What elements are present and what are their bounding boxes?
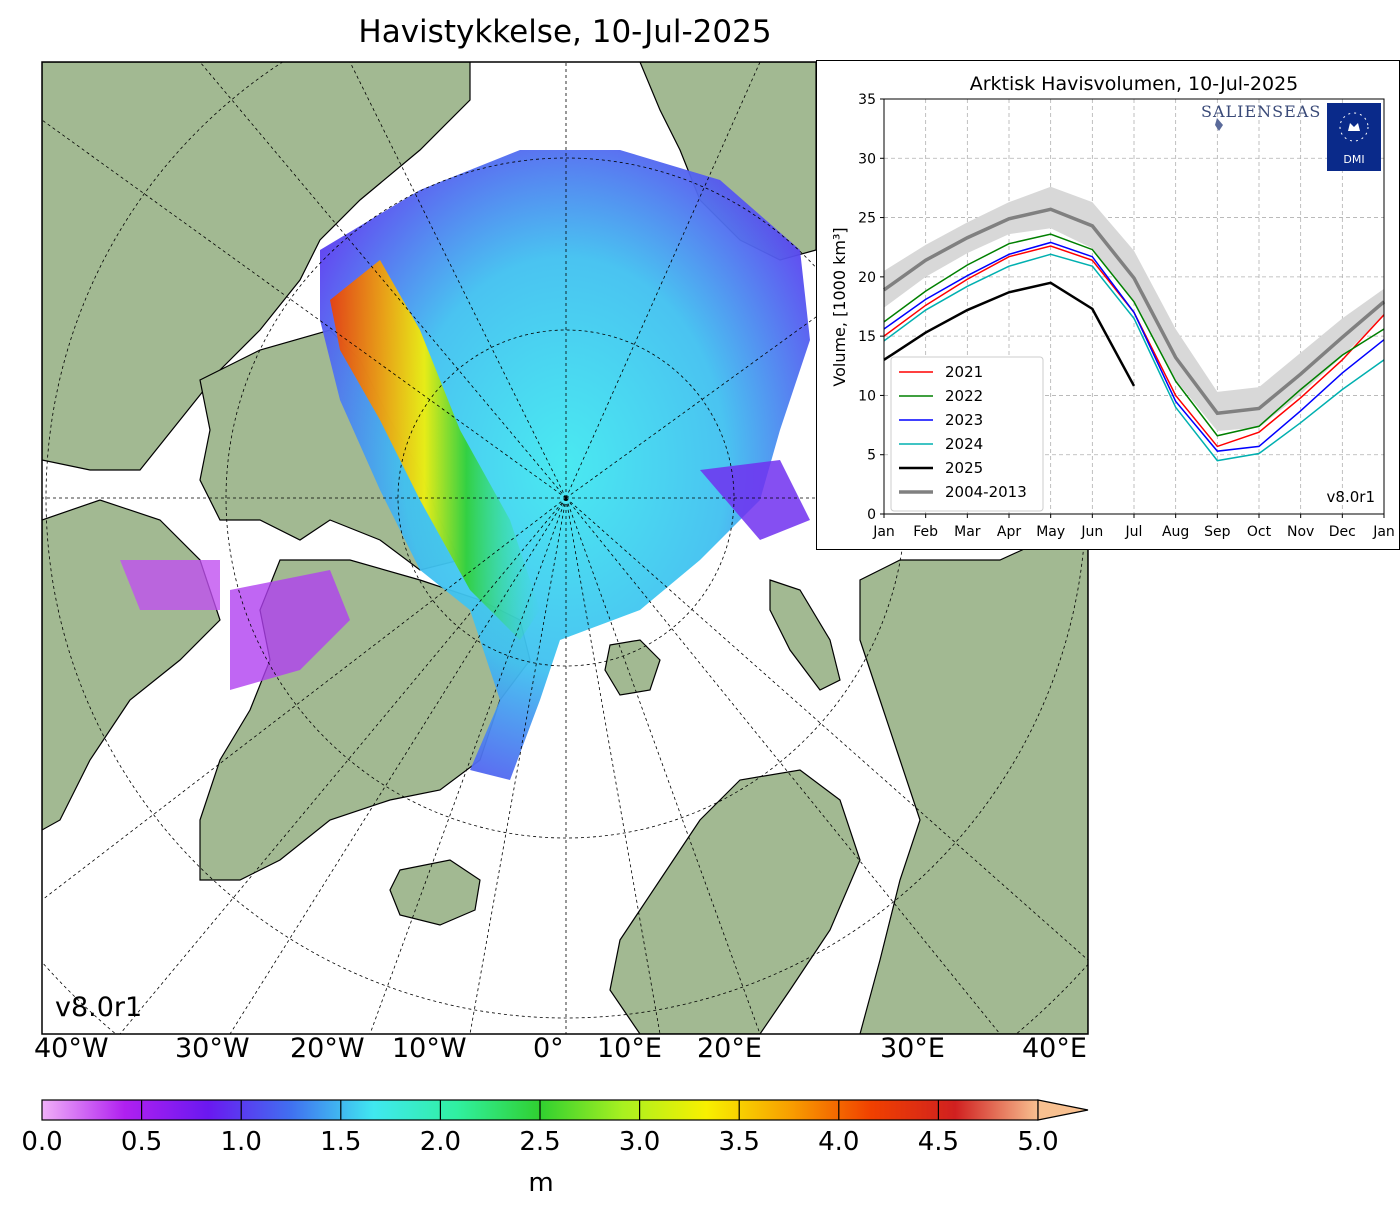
colorbar-tick-label: 0.0	[21, 1127, 63, 1157]
legend-label: 2025	[945, 459, 983, 477]
volume-chart-svg: Arktisk Havisvolumen, 10-Jul-2025 Volume…	[830, 73, 1395, 540]
x-tick-label: Sep	[1204, 524, 1231, 540]
legend-label: 2024	[945, 435, 983, 453]
scandinavia	[609, 769, 861, 1034]
colorbar-extend-arrow	[1037, 1099, 1089, 1121]
colorbar-tick-label: 2.5	[519, 1127, 561, 1157]
series-line-2025	[883, 281, 1136, 387]
lon-label: 20°W	[290, 1033, 365, 1064]
x-tick-label: May	[1036, 524, 1065, 540]
series-line-2004-2013	[882, 207, 1386, 416]
x-tick-label: Jun	[1080, 524, 1103, 540]
series-line-2022	[883, 233, 1385, 437]
dmi-logo-text: DMI	[1343, 153, 1364, 166]
y-tick-label: 25	[858, 211, 876, 227]
y-axis-label: Volume, [1000 km³]	[830, 227, 849, 386]
lon-label: 0°	[533, 1033, 564, 1064]
lon-label: 20°E	[697, 1033, 762, 1064]
y-tick-label: 30	[858, 151, 876, 167]
y-tick-label: 35	[858, 92, 876, 108]
sea-ice-pack	[120, 150, 810, 780]
map-title: Havistykkelse, 10-Jul-2025	[358, 14, 772, 50]
lon-label: 30°E	[880, 1033, 945, 1064]
svalbard	[604, 639, 661, 696]
x-tick-label: Apr	[997, 524, 1021, 540]
chart-version-label: v8.0r1	[1327, 488, 1375, 506]
x-tick-label: Jul	[1125, 524, 1143, 540]
legend-label: 2021	[945, 363, 983, 381]
y-tick-label: 0	[867, 507, 876, 523]
x-tick-label: Aug	[1162, 524, 1189, 540]
x-tick-label: Jan	[1372, 524, 1395, 540]
colorbar-tick-label: 4.5	[917, 1127, 960, 1157]
x-tick-label: Mar	[954, 524, 981, 540]
legend: 2021 2022 2023 2024 2025 2004-2013	[890, 356, 1044, 512]
lon-label: 10°W	[392, 1033, 467, 1064]
novaya-zemlya	[769, 579, 841, 691]
chart-title: Arktisk Havisvolumen, 10-Jul-2025	[970, 73, 1299, 95]
iceland	[389, 859, 481, 926]
colorbar-tick-label: 1.5	[320, 1127, 362, 1157]
lon-label: 40°W	[34, 1033, 109, 1064]
volume-inset-chart: Arktisk Havisvolumen, 10-Jul-2025 Volume…	[816, 60, 1400, 550]
lon-label: 10°E	[597, 1033, 662, 1064]
salienseas-logo-text: SALIENSEAS	[1201, 102, 1321, 121]
lon-label: 30°W	[175, 1033, 250, 1064]
legend-label: 2022	[945, 387, 983, 405]
map-version-label: v8.0r1	[55, 992, 143, 1023]
russia-landmass	[859, 62, 1088, 1034]
colorbar-tick-label: 4.0	[818, 1127, 860, 1157]
x-tick-label: Feb	[913, 524, 938, 540]
colorbar-unit: m	[528, 1168, 554, 1198]
y-tick-label: 10	[858, 388, 876, 404]
x-tick-label: Nov	[1287, 524, 1314, 540]
y-tick-label: 5	[867, 448, 876, 464]
series-line-2024	[883, 253, 1385, 462]
legend-label: 2004-2013	[945, 483, 1027, 501]
colorbar-tick-label: 2.0	[419, 1127, 462, 1157]
series-line-2023	[883, 241, 1385, 452]
x-tick-label: Jan	[872, 524, 895, 540]
colorbar	[41, 1099, 1089, 1121]
canada-landmass	[42, 62, 471, 471]
colorbar-tick-label: 0.5	[120, 1127, 163, 1157]
colorbar-tick-label: 1.0	[220, 1127, 262, 1157]
x-tick-label: Oct	[1247, 524, 1272, 540]
colorbar-tick-label: 5.0	[1017, 1127, 1059, 1157]
dmi-logo: DMI	[1327, 103, 1381, 171]
x-tick-label: Dec	[1329, 524, 1356, 540]
lon-label: 40°E	[1022, 1033, 1087, 1064]
colorbar-tick-label: 3.0	[618, 1127, 661, 1157]
y-tick-label: 20	[858, 270, 876, 286]
y-tick-label: 15	[858, 329, 876, 345]
salienseas-logo: SALIENSEAS	[1201, 102, 1321, 131]
legend-label: 2023	[945, 411, 983, 429]
colorbar-tick-label: 3.5	[718, 1127, 760, 1157]
